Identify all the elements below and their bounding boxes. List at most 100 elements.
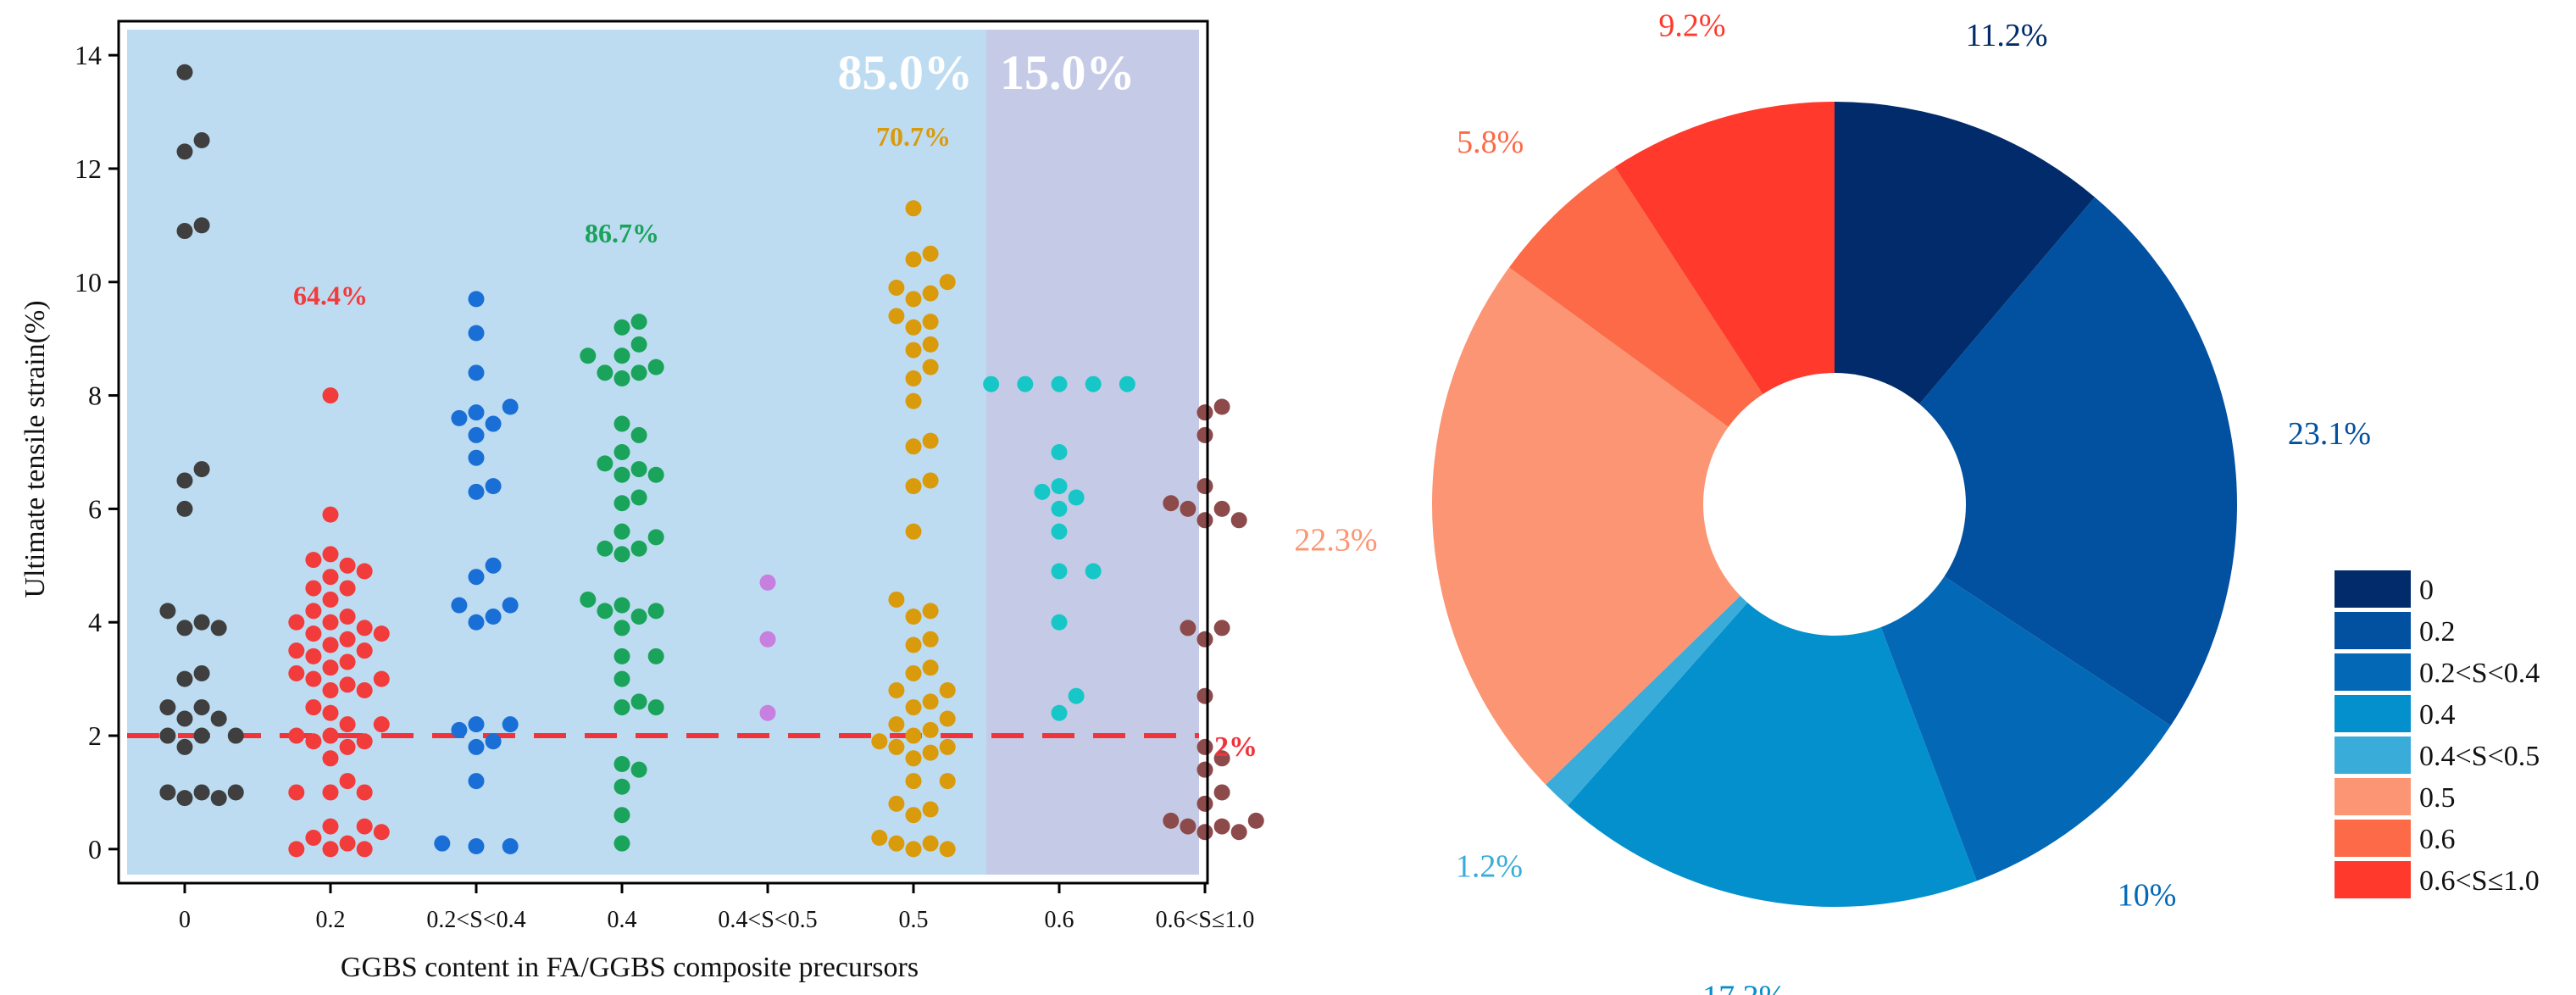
point-0-26 [193, 132, 210, 149]
point-0-2-s-0-4-23 [502, 398, 519, 415]
point-0-2-49 [305, 552, 322, 569]
point-0-6-13 [1085, 375, 1102, 392]
point-0-2-34 [322, 636, 339, 653]
point-0-4-14 [597, 603, 613, 620]
point-0-14 [176, 670, 193, 687]
point-0-4-35 [647, 359, 664, 375]
point-0-6-s-1-0-20 [1163, 495, 1180, 512]
point-0-5-5 [871, 829, 888, 846]
point-0-4-23 [613, 495, 630, 512]
legend-swatch-0-2 [2334, 612, 2411, 649]
point-0-6-s-1-0-7 [1196, 795, 1213, 812]
point-0-4-s-0-5-1 [759, 704, 776, 721]
point-0-4-5 [613, 755, 630, 772]
point-0-5-46 [888, 279, 905, 296]
point-0-4-1 [613, 835, 630, 852]
point-0-2-s-0-4-5 [468, 738, 485, 755]
point-0-2-40 [288, 614, 305, 631]
point-0-4-s-0-5-2 [759, 631, 776, 648]
point-0-2-48 [339, 557, 356, 574]
y-axis: 0 2 4 6 8 10 12 14 [75, 40, 119, 864]
point-0-6-s-1-0-3 [1213, 818, 1230, 835]
point-0-4-27 [630, 461, 647, 478]
point-0-2-17 [322, 727, 339, 744]
point-0-5-43 [888, 308, 905, 325]
point-0-5-29 [922, 603, 939, 620]
point-0-6-s-1-0-5 [1163, 812, 1180, 829]
y-tick-label-0: 0 [88, 834, 102, 864]
point-0-22 [193, 461, 210, 478]
point-0-6-s-1-0-6 [1247, 812, 1264, 829]
point-0-2-12 [339, 773, 356, 790]
point-0-2-36 [305, 625, 322, 642]
point-0-4-8 [630, 693, 647, 710]
point-0-6-s-1-0-16 [1196, 512, 1213, 529]
slice-label-0-2-s-0-4: 10% [2118, 878, 2177, 914]
point-0-4-26 [647, 466, 664, 483]
point-0-4-31 [613, 415, 630, 432]
point-0-5-9 [905, 773, 922, 790]
legend-swatch-0-6 [2334, 820, 2411, 857]
point-0-5-45 [922, 285, 939, 302]
point-0-2-39 [322, 614, 339, 631]
point-0-5-19 [939, 710, 956, 727]
point-0-5-49 [922, 245, 939, 262]
point-0-5-22 [888, 682, 905, 699]
point-0-5-39 [905, 342, 922, 359]
point-0-2-20 [373, 716, 390, 733]
point-0-2-s-0-4-22 [468, 404, 485, 421]
point-0-2-38 [356, 620, 373, 636]
point-0-2-1 [322, 841, 339, 858]
point-0-2-19 [339, 716, 356, 733]
point-0-5-42 [922, 314, 939, 331]
point-0-2-46 [322, 569, 339, 586]
point-0-2-s-0-4-13 [502, 597, 519, 614]
point-0-4-28 [597, 455, 613, 472]
point-0-16 [176, 620, 193, 636]
point-0-5-24 [905, 664, 922, 681]
point-0-2-s-0-4-20 [485, 415, 502, 432]
y-tick-label-8: 8 [88, 381, 102, 411]
point-0-2-8 [356, 818, 373, 835]
point-0-4-10 [613, 648, 630, 664]
point-0-2-51 [322, 506, 339, 523]
point-0-2-4 [339, 835, 356, 852]
point-0-2-10 [356, 784, 373, 801]
point-0-5-18 [888, 716, 905, 733]
point-0-6-10 [1051, 478, 1068, 495]
point-0-2-45 [305, 580, 322, 597]
point-0-9 [227, 727, 244, 744]
point-0-6-4 [1051, 563, 1068, 580]
point-0-5-28 [905, 609, 922, 625]
slice-0-2 [1835, 197, 2237, 726]
point-0-6-15 [1119, 375, 1135, 392]
point-0-2-50 [322, 546, 339, 563]
y-tick-label-10: 10 [75, 267, 102, 297]
point-0-4-19 [630, 540, 647, 557]
legend-label-0-2: 0.2 [2419, 616, 2456, 648]
point-0-6-11 [1051, 444, 1068, 460]
x-tick-label-0-6: 0.6 [1045, 907, 1074, 933]
point-0-4-22 [613, 523, 630, 540]
x-tick-label-0-2-s-0-4: 0.2<S<0.4 [426, 907, 525, 933]
point-0-6-s-1-0-12 [1196, 687, 1213, 704]
point-0-6-12 [1051, 375, 1068, 392]
point-0-5-30 [888, 591, 905, 608]
point-0-2-s-0-4-6 [485, 733, 502, 750]
point-0-4-17 [580, 591, 597, 608]
point-0-2-2 [356, 841, 373, 858]
point-0-2-s-0-4-21 [451, 409, 468, 426]
annotation-3: 70.7% [876, 121, 951, 152]
point-0-5-17 [922, 721, 939, 738]
point-0-6-14 [1017, 375, 1034, 392]
point-0-2-33 [288, 642, 305, 659]
point-0-2-29 [322, 659, 339, 676]
legend: 0 0.2 0.2<S<0.4 0.4 0.4<S<0.5 0.5 0.6 0.6<S≤1.0 [2334, 570, 2540, 898]
point-0-5-31 [905, 523, 922, 540]
y-tick-label-12: 12 [75, 153, 102, 184]
point-0-4-4 [630, 761, 647, 778]
legend-swatch-0-2-s-0-4 [2334, 653, 2411, 691]
point-0-6-s-1-0-22 [1196, 426, 1213, 443]
point-0-6-s-1-0-10 [1213, 750, 1230, 767]
point-0-6-s-1-0-21 [1196, 478, 1213, 495]
